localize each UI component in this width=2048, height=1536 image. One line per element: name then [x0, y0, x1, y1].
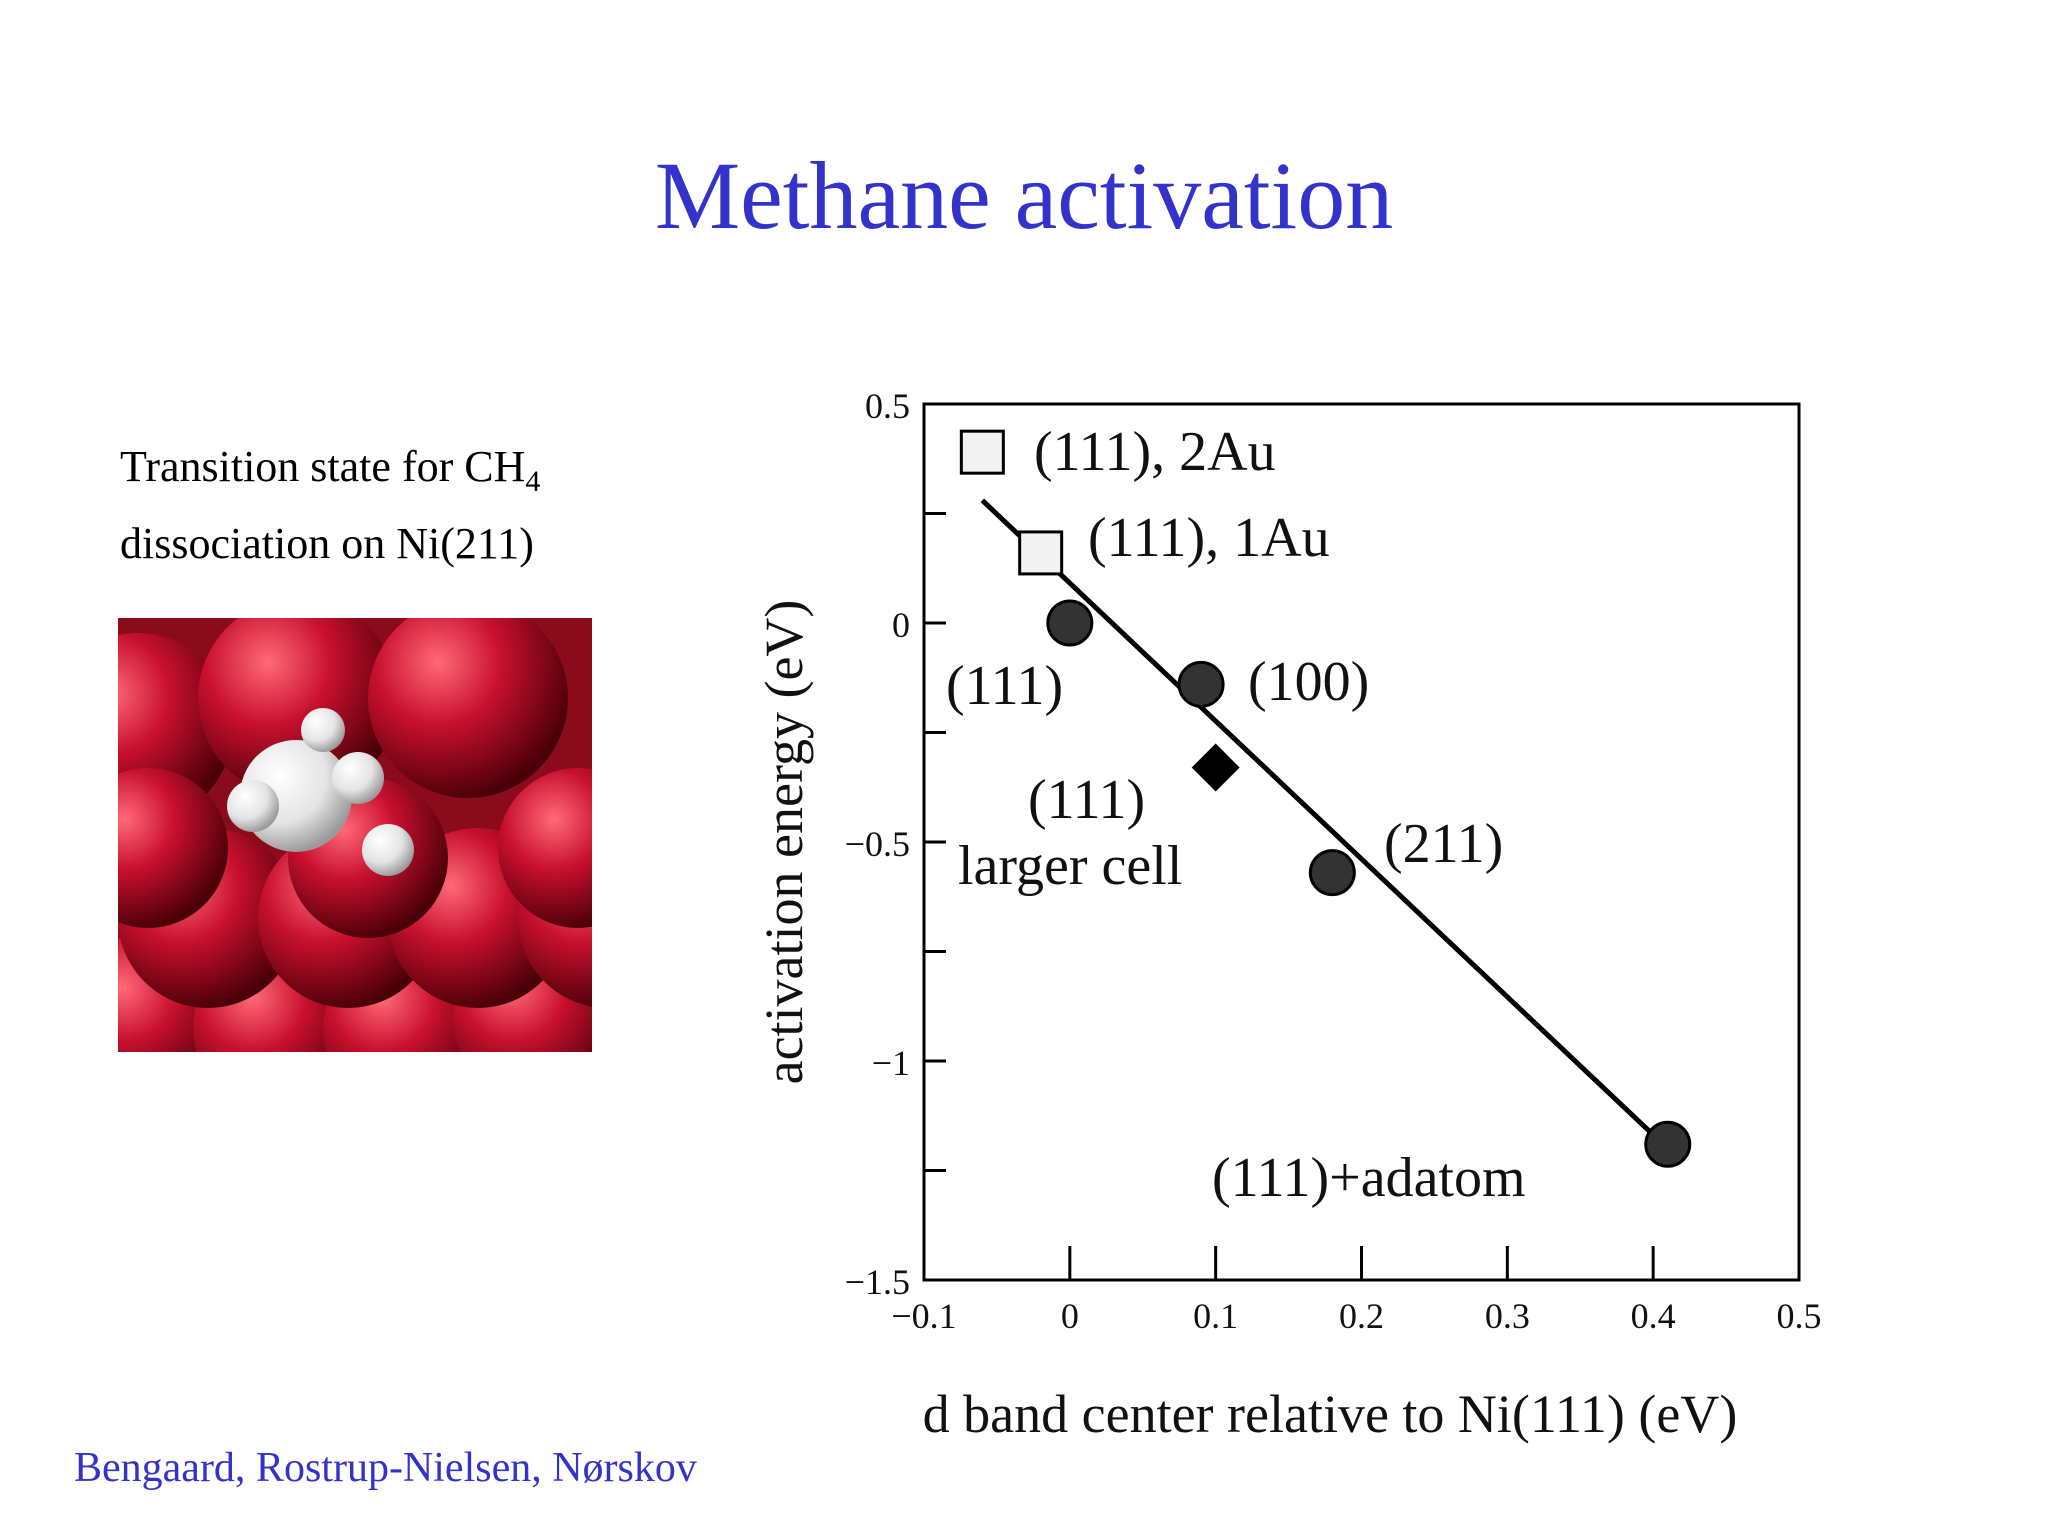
hydrogen-atom [301, 708, 345, 752]
x-axis-ticks: −0.1 0 0.1 0.2 0.3 0.4 0.5 [891, 1246, 1822, 1336]
data-point [1046, 599, 1094, 647]
y-tick-label: −0.5 [845, 824, 910, 864]
ch4-ni211-transition-state-image [118, 618, 592, 1052]
hydrogen-atom [362, 824, 414, 876]
data-point [1018, 530, 1064, 576]
x-tick-label: 0.4 [1631, 1296, 1676, 1336]
data-point [1308, 849, 1356, 897]
annotation-111-larger: (111) [1028, 769, 1145, 831]
data-point [1177, 660, 1225, 708]
y-tick-label: 0.5 [865, 386, 910, 426]
ni-atom [368, 618, 568, 798]
x-tick-label: 0.3 [1485, 1296, 1530, 1336]
fit-line [980, 498, 1670, 1151]
x-tick-label: −0.1 [891, 1296, 956, 1336]
annotation-211: (211) [1384, 813, 1503, 875]
annotation-111-adatom: (111)+adatom [1212, 1147, 1526, 1209]
ni-atom [498, 768, 592, 928]
annotation-100: (100) [1248, 651, 1369, 713]
y-tick-label: −1 [872, 1043, 910, 1083]
x-tick-label: 0.1 [1193, 1296, 1238, 1336]
data-point [1191, 743, 1240, 792]
caption-line1: Transition state for CH [120, 442, 526, 491]
x-tick-label: 0 [1061, 1296, 1079, 1336]
ni-atom [198, 618, 398, 798]
hydrogen-atom [332, 752, 384, 804]
annotation-111: (111) [946, 655, 1063, 717]
data-markers [959, 429, 1692, 1168]
caption-line2: dissociation on Ni(211) [120, 518, 534, 568]
x-axis-label: d band center relative to Ni(111) (eV) [923, 1384, 1738, 1444]
slide-title: Methane activation [654, 142, 1394, 249]
hydrogen-atom [227, 780, 279, 832]
molecule-caption: Transition state for CH4 dissociation on… [120, 436, 540, 575]
y-axis-ticks: 0.5 0 −0.5 −1 −1.5 [845, 386, 946, 1302]
caption-subscript: 4 [525, 464, 541, 498]
x-tick-label: 0.2 [1339, 1296, 1384, 1336]
ni-atom [118, 768, 228, 928]
annotation-larger-cell: larger cell [958, 835, 1182, 897]
data-point [959, 429, 1005, 475]
y-tick-label: −1.5 [845, 1262, 910, 1302]
data-point [1644, 1120, 1692, 1168]
y-tick-label: 0 [892, 605, 910, 645]
credit-authors: Bengaard, Rostrup-Nielsen, Nørskov [74, 1445, 697, 1491]
x-tick-label: 0.5 [1777, 1296, 1822, 1336]
annotation-111-1au: (111), 1Au [1088, 507, 1330, 569]
annotation-111-2au: (111), 2Au [1034, 421, 1276, 483]
y-axis-label: activation energy (eV) [754, 600, 814, 1085]
